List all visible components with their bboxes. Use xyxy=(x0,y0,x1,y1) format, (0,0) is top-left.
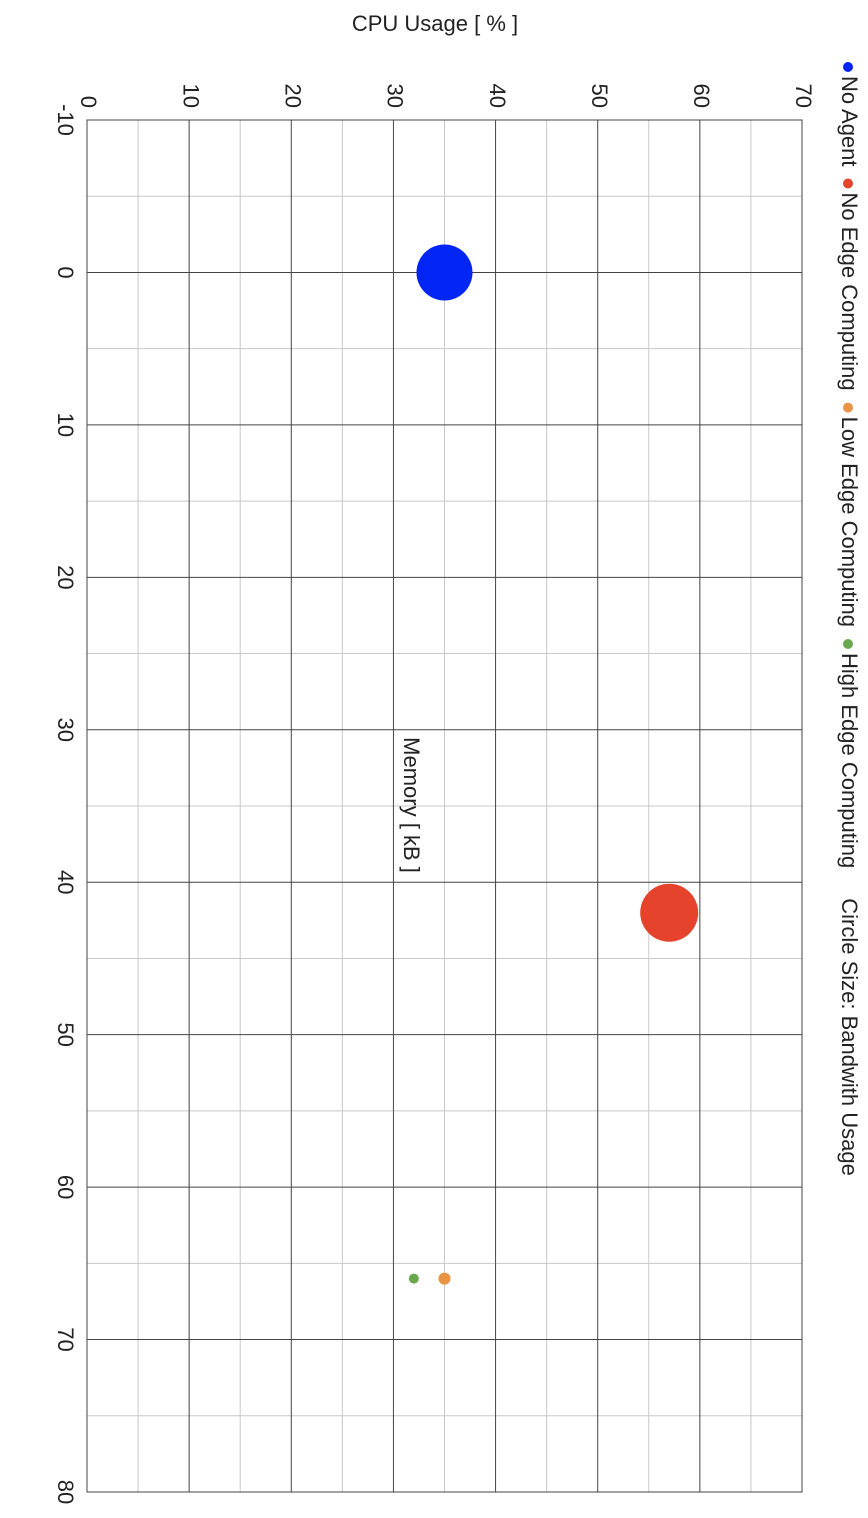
legend-marker xyxy=(843,62,853,72)
y-tick-label: 10 xyxy=(178,84,203,108)
legend-marker xyxy=(843,639,853,649)
x-tick-label: 0 xyxy=(53,266,78,278)
bubble xyxy=(640,883,699,942)
x-tick-label: 10 xyxy=(53,413,78,437)
bubble xyxy=(438,1272,451,1285)
x-tick-label: 70 xyxy=(53,1327,78,1351)
legend: No Agent No Edge Computing Low Edge Comput… xyxy=(837,62,862,1176)
x-tick-label: 80 xyxy=(53,1480,78,1504)
legend-label: No Edge Computing xyxy=(837,193,862,391)
x-axis-label: Memory [ kB ] xyxy=(399,737,424,873)
y-tick-label: 20 xyxy=(280,84,305,108)
x-tick-label: 20 xyxy=(53,565,78,589)
x-tick-label: 60 xyxy=(53,1175,78,1199)
y-tick-label: 0 xyxy=(76,96,101,108)
legend-label: High Edge Computing xyxy=(837,653,862,868)
x-tick-label: 30 xyxy=(53,718,78,742)
y-tick-label: 70 xyxy=(791,84,816,108)
bubble xyxy=(416,244,473,301)
x-tick-label: 50 xyxy=(53,1022,78,1046)
y-tick-label: 50 xyxy=(587,84,612,108)
x-tick-label: 40 xyxy=(53,870,78,894)
x-tick-label: -10 xyxy=(53,104,78,136)
chart-title: CPU Usage [ % ] xyxy=(352,11,518,36)
y-tick-label: 30 xyxy=(383,84,408,108)
y-tick-label: 40 xyxy=(485,84,510,108)
legend-marker xyxy=(843,402,853,413)
y-tick-label: 60 xyxy=(689,84,714,108)
legend-label: No Agent xyxy=(837,76,862,167)
size-legend: Circle Size: Bandwith Usage xyxy=(837,898,862,1176)
legend-marker xyxy=(843,178,853,189)
plot-border xyxy=(86,119,803,1493)
bubble xyxy=(408,1273,419,1284)
legend-label: Low Edge Computing xyxy=(837,417,862,627)
